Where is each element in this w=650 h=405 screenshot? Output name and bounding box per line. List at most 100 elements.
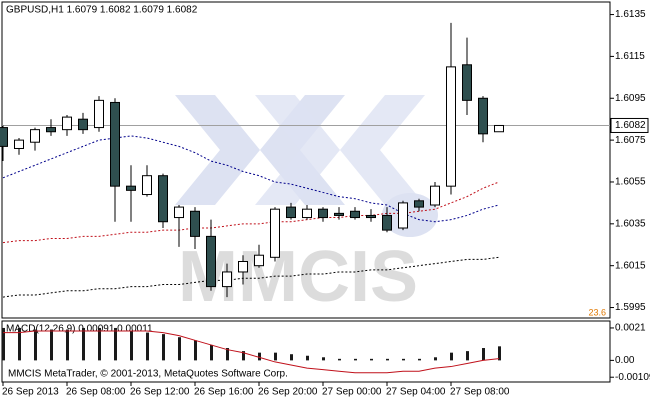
macd-bar bbox=[258, 352, 261, 361]
candle-body bbox=[110, 101, 120, 187]
macd-bar bbox=[322, 357, 325, 361]
candle-body bbox=[494, 124, 504, 133]
moving-average-line bbox=[2, 135, 500, 223]
candle-body bbox=[254, 254, 264, 267]
macd-bar bbox=[50, 329, 53, 361]
candle-body bbox=[270, 208, 280, 258]
candle-body bbox=[382, 214, 392, 231]
watermark-text: MMCIS bbox=[178, 237, 418, 317]
macd-bar bbox=[338, 358, 341, 361]
y-tick-label: -0.00109 bbox=[615, 372, 650, 383]
candle-body bbox=[430, 185, 440, 206]
macd-bar bbox=[242, 351, 245, 361]
y-tick-label: 1.6135 bbox=[615, 9, 646, 20]
y-tick-label: 1.5995 bbox=[615, 302, 646, 313]
macd-bar bbox=[274, 352, 277, 361]
macd-bar bbox=[114, 327, 117, 361]
candle-body bbox=[14, 139, 24, 149]
candle-body bbox=[46, 127, 56, 133]
moving-average-line bbox=[2, 256, 500, 298]
macd-bar bbox=[66, 329, 69, 361]
x-tick-label: 26 Sep 2013 bbox=[2, 387, 59, 398]
chart-title: GBPUSD,H1 1.6079 1.6082 1.6079 1.6082 bbox=[6, 5, 198, 16]
macd-bar bbox=[82, 327, 85, 361]
candle-body bbox=[78, 118, 88, 131]
y-tick-label: 1.6095 bbox=[615, 93, 646, 104]
x-tick-label: 26 Sep 08:00 bbox=[66, 387, 126, 398]
macd-bar bbox=[466, 351, 469, 361]
y-tick-label: 1.6015 bbox=[615, 260, 646, 271]
y-tick-label: 0.0021 bbox=[615, 323, 646, 334]
macd-bar bbox=[354, 358, 357, 361]
candle-body bbox=[462, 64, 472, 101]
x-tick-label: 27 Sep 00:00 bbox=[322, 387, 382, 398]
candle-body bbox=[414, 200, 424, 208]
candle-body bbox=[222, 271, 232, 288]
macd-bar bbox=[290, 354, 293, 361]
candle-body bbox=[206, 235, 216, 288]
candle-body bbox=[398, 202, 408, 229]
macd-bar bbox=[98, 327, 101, 361]
macd-bar bbox=[370, 358, 373, 361]
macd-bar bbox=[402, 358, 405, 361]
candle-body bbox=[286, 206, 296, 219]
candle-body bbox=[334, 212, 344, 216]
macd-bar bbox=[482, 348, 485, 361]
macd-bar bbox=[306, 355, 309, 361]
candle-body bbox=[318, 208, 328, 219]
candle-body bbox=[158, 175, 168, 223]
candle-body bbox=[30, 129, 40, 143]
plot-area bbox=[0, 22, 610, 298]
macd-bar bbox=[178, 337, 181, 361]
macd-bar bbox=[226, 348, 229, 361]
macd-bar bbox=[146, 332, 149, 361]
x-tick-label: 26 Sep 12:00 bbox=[130, 387, 190, 398]
signal-line bbox=[3, 330, 500, 374]
current-price-label: 1.6082 bbox=[615, 120, 646, 131]
macd-bar bbox=[418, 358, 421, 361]
candle-body bbox=[350, 210, 360, 219]
x-tick-label: 26 Sep 20:00 bbox=[258, 387, 318, 398]
x-tick-label: 26 Sep 16:00 bbox=[194, 387, 254, 398]
logo-shape bbox=[255, 95, 425, 205]
candle-body bbox=[94, 99, 104, 129]
macd-bar bbox=[210, 344, 213, 361]
candle-body bbox=[126, 185, 136, 191]
macd-bar bbox=[34, 329, 37, 361]
fib-level-label: 23.6 bbox=[588, 307, 606, 317]
y-tick-label: 1.6115 bbox=[615, 51, 645, 62]
candle-body bbox=[478, 97, 488, 135]
y-tick-label: 1.6055 bbox=[615, 177, 646, 188]
candle-body bbox=[446, 66, 456, 187]
candle-body bbox=[366, 214, 376, 219]
logo-watermark bbox=[175, 95, 438, 237]
candle-body bbox=[238, 260, 248, 273]
macd-bar bbox=[386, 358, 389, 361]
moving-average-line bbox=[2, 181, 500, 244]
current-price-box bbox=[610, 117, 649, 133]
footer: MMCIS MetaTrader, © 2001-2013, MetaQuote… bbox=[8, 369, 288, 380]
macd-bar bbox=[498, 346, 501, 361]
macd-bar bbox=[130, 331, 133, 361]
macd-bar bbox=[194, 340, 197, 361]
y-tick-label: 0.00 bbox=[615, 355, 635, 366]
x-tick-label: 27 Sep 08:00 bbox=[450, 387, 510, 398]
candle-body bbox=[174, 206, 184, 219]
macd-bar bbox=[18, 327, 21, 361]
macd-title: MACD(12,26,9) 0.00091 0.00011 bbox=[6, 324, 153, 335]
candle-body bbox=[190, 210, 200, 237]
x-tick-label: 27 Sep 04:00 bbox=[386, 387, 446, 398]
main-panel-border bbox=[1, 1, 611, 319]
y-tick-label: 1.6075 bbox=[615, 135, 646, 146]
macd-bar bbox=[450, 352, 453, 361]
macd-bar bbox=[2, 327, 5, 361]
y-tick-label: 1.6035 bbox=[615, 218, 646, 229]
candle-body bbox=[62, 116, 72, 131]
macd-bar bbox=[434, 357, 437, 361]
macd-bar bbox=[162, 334, 165, 361]
candle-body bbox=[0, 127, 8, 147]
candle-body bbox=[142, 175, 152, 196]
candle-body bbox=[302, 208, 312, 219]
